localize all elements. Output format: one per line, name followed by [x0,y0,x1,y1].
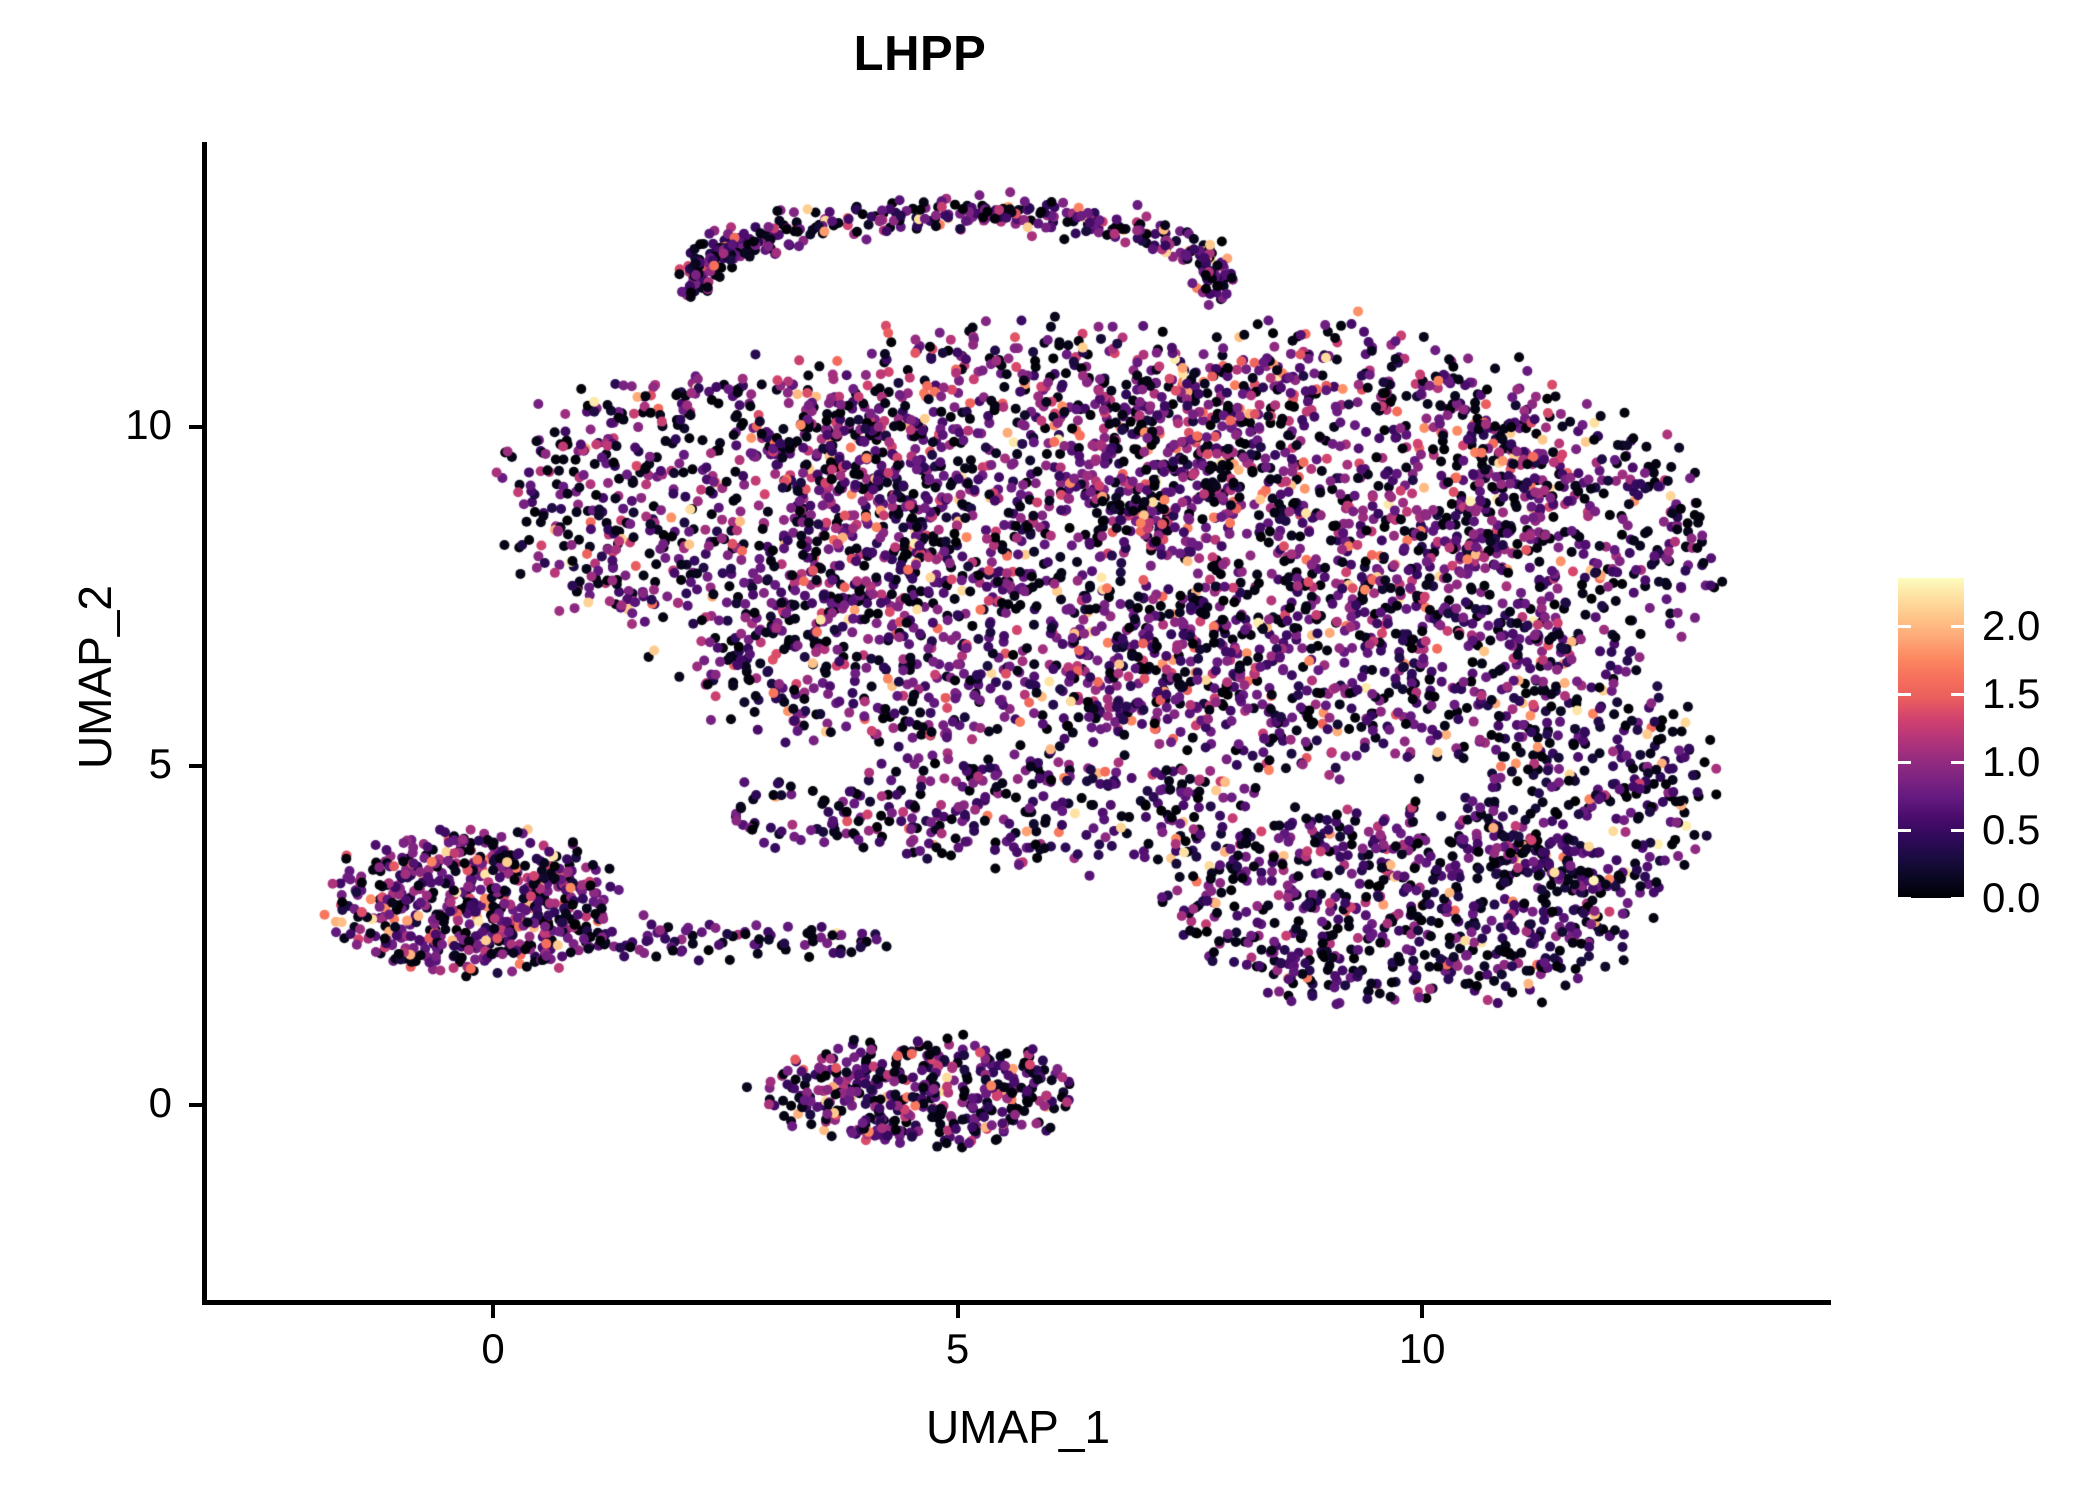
page-title: LHPP [853,27,987,81]
y-tick-mark [189,764,202,769]
legend-label: 1.0 [1982,737,2041,785]
x-tick-label: 10 [1398,1325,1446,1372]
y-tick-mark [189,1103,202,1108]
y-tick-label: 0 [148,1079,172,1127]
x-axis-title: UMAP_1 [925,1401,1111,1453]
y-tick-mark [189,424,202,429]
y-axis-line [202,142,207,1305]
legend-gradient [1898,578,1964,898]
legend-tick-mark [1951,828,1964,832]
legend-tick-mark [1898,692,1911,696]
color-legend: 0.0 0.5 1.0 1.5 2.0 [1890,560,2090,960]
scatter-plot-canvas [205,142,1831,1302]
legend-tick-mark [1898,624,1911,628]
legend-label: 2.0 [1982,601,2041,649]
legend-tick-mark [1898,760,1911,764]
legend-tick-mark [1951,692,1964,696]
legend-tick-mark [1898,897,1911,900]
x-axis-line [202,1300,1831,1305]
x-tick-label: 5 [945,1325,970,1372]
legend-tick-mark [1951,760,1964,764]
legend-tick-mark [1951,624,1964,628]
x-tick-mark [1420,1305,1425,1318]
legend-tick-mark [1898,828,1911,832]
y-axis-title: UMAP_2 [69,584,121,770]
legend-label: 1.5 [1982,669,2041,717]
legend-label: 0.0 [1982,874,2041,921]
y-tick-label: 10 [125,400,172,448]
legend-colorbar [1898,578,1964,898]
legend-tick-mark [1951,897,1964,900]
legend-label: 0.5 [1982,805,2041,853]
x-tick-mark [491,1305,496,1318]
y-tick-label: 5 [148,740,172,788]
plot-panel [205,142,1831,1302]
x-tick-mark [955,1305,960,1318]
x-tick-label: 0 [481,1325,505,1372]
